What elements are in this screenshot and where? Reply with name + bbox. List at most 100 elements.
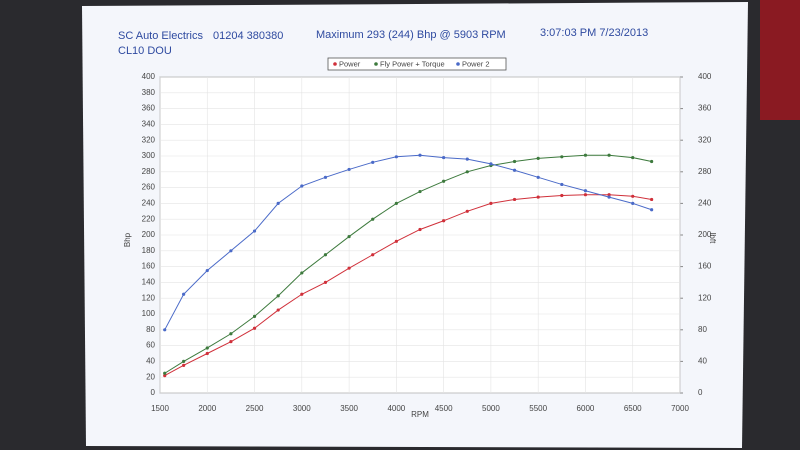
y-tick-label: 240 xyxy=(142,199,156,208)
data-point xyxy=(323,280,328,284)
data-point xyxy=(252,326,257,330)
data-point xyxy=(394,239,398,243)
data-point xyxy=(465,157,469,161)
y2-tick-label: 160 xyxy=(698,262,712,271)
data-point xyxy=(371,253,375,257)
data-point xyxy=(465,209,469,213)
timestamp: 3:07:03 PM 7/23/2013 xyxy=(540,27,648,39)
data-point xyxy=(205,346,209,350)
data-point xyxy=(512,197,517,202)
legend-marker xyxy=(333,62,337,66)
data-point xyxy=(536,175,540,179)
data-point xyxy=(512,168,517,172)
data-point xyxy=(163,328,167,332)
y-tick-label: 0 xyxy=(151,388,156,397)
data-point xyxy=(583,153,588,157)
data-point xyxy=(560,193,564,198)
data-point xyxy=(229,249,233,253)
data-point xyxy=(583,193,588,197)
data-point xyxy=(418,227,422,232)
data-point xyxy=(394,201,398,205)
series-line xyxy=(164,194,652,377)
data-point xyxy=(607,153,611,157)
data-point xyxy=(229,332,233,336)
y-tick-label: 140 xyxy=(142,278,156,287)
y2-tick-label: 40 xyxy=(698,357,707,366)
data-point xyxy=(205,268,209,273)
y-tick-label: 380 xyxy=(142,88,156,97)
y-tick-label: 220 xyxy=(142,214,156,223)
data-point xyxy=(300,292,304,296)
data-point xyxy=(442,219,446,223)
y-tick-label: 40 xyxy=(146,357,155,366)
data-point xyxy=(631,155,635,160)
data-point xyxy=(607,193,611,197)
y-tick-label: 20 xyxy=(146,372,155,381)
y-tick-label: 100 xyxy=(142,309,156,318)
x-tick-label: 6000 xyxy=(577,404,595,413)
legend-marker xyxy=(456,62,460,66)
y2-tick-label: 400 xyxy=(698,72,712,81)
y2-tick-label: 360 xyxy=(698,104,712,113)
x-axis-label: RPM xyxy=(411,410,429,419)
data-point xyxy=(371,160,375,164)
data-point xyxy=(229,340,233,344)
data-point xyxy=(465,170,469,174)
data-point xyxy=(560,182,564,187)
data-point xyxy=(182,292,186,296)
data-point xyxy=(650,159,654,164)
data-point xyxy=(182,359,186,363)
y-tick-label: 340 xyxy=(142,120,156,129)
y2-tick-label: 280 xyxy=(698,167,712,176)
y2-axis-label: lbft xyxy=(708,233,717,244)
y2-tick-label: 120 xyxy=(698,293,712,302)
data-point xyxy=(489,201,493,205)
data-point xyxy=(276,201,280,205)
y-tick-label: 400 xyxy=(142,72,156,81)
data-point xyxy=(631,201,635,205)
data-point xyxy=(489,162,493,166)
x-tick-label: 5500 xyxy=(529,404,547,413)
series-line xyxy=(164,154,652,374)
data-point xyxy=(252,314,257,318)
data-point xyxy=(163,374,167,378)
y-tick-label: 280 xyxy=(142,167,156,176)
y-tick-label: 200 xyxy=(142,230,156,239)
plot: 0 20 40 60 80 100 120 140 160 180 200 220 240 260 280 3… xyxy=(123,72,717,419)
y-tick-label: 160 xyxy=(142,262,156,271)
y-tick-label: 80 xyxy=(146,325,155,334)
x-tick-label: 4000 xyxy=(387,404,405,413)
data-point xyxy=(347,266,351,270)
data-point xyxy=(323,253,328,257)
y-tick-label: 180 xyxy=(142,246,156,255)
data-point xyxy=(276,294,280,298)
y-tick-label: 360 xyxy=(142,104,156,113)
x-tick-label: 4500 xyxy=(435,404,453,413)
legend-label: Fly Power + Torque xyxy=(380,59,445,68)
maximum: Maximum 293 (244) Bhp @ 5903 RPM xyxy=(316,29,506,41)
data-point xyxy=(394,155,398,159)
background-object xyxy=(760,0,800,120)
data-point xyxy=(560,155,564,159)
company: SC Auto Electrics xyxy=(118,30,203,42)
data-point xyxy=(163,371,167,375)
data-point xyxy=(442,155,446,160)
data-point xyxy=(418,153,422,157)
y2-tick-label: 0 xyxy=(698,388,703,397)
y-tick-label: 300 xyxy=(142,151,156,160)
data-point xyxy=(631,194,635,198)
y-axis-label: Bhp xyxy=(123,232,132,247)
legend: Power Fly Power + Torque Power 2 xyxy=(333,59,490,68)
x-tick-label: 5000 xyxy=(482,404,500,413)
data-point xyxy=(347,167,351,172)
y-tick-label: 260 xyxy=(142,183,156,192)
data-point xyxy=(536,195,540,199)
x-tick-label: 6500 xyxy=(624,404,642,413)
data-point xyxy=(276,308,280,312)
data-point xyxy=(300,271,304,275)
data-point xyxy=(512,159,517,164)
legend-marker xyxy=(374,62,378,66)
legend-label: Power xyxy=(339,59,361,68)
